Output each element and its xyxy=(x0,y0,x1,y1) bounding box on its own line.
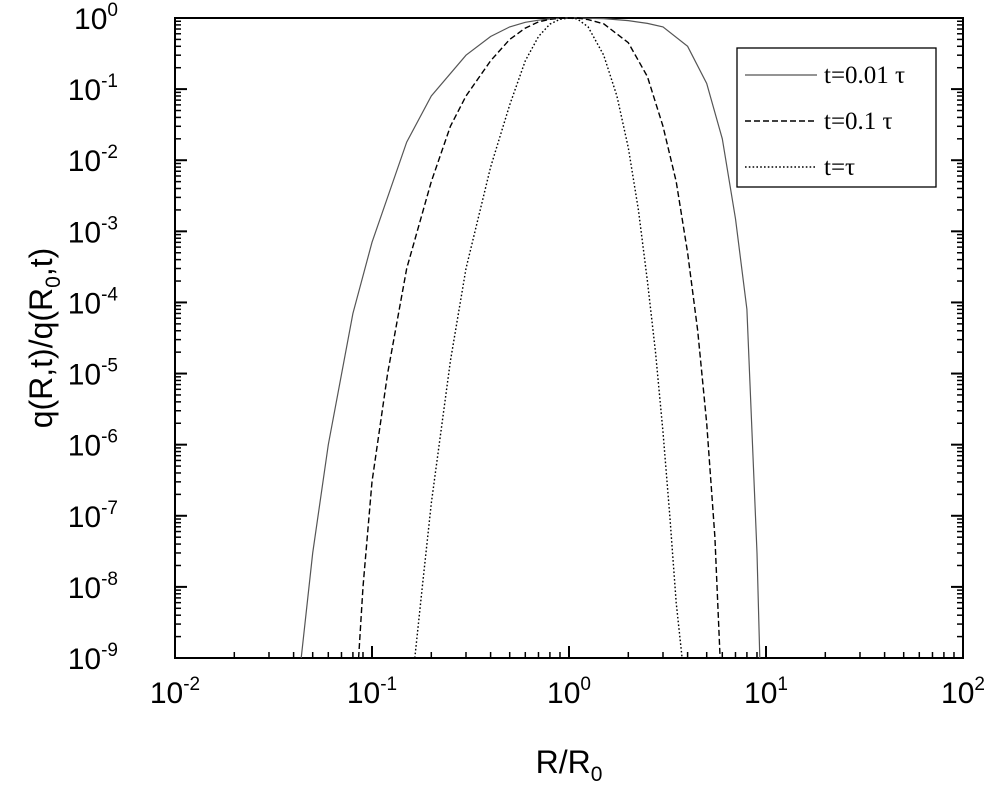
y-tick-label: 10-7 xyxy=(68,498,118,534)
series-line-2 xyxy=(357,17,721,659)
legend-label-2: t=0.1 τ xyxy=(824,108,893,135)
x-axis-ticks: 10-2 10-1 100 101 102 xyxy=(150,646,985,710)
series-line-1 xyxy=(300,17,761,659)
legend-label-1: t=0.01 τ xyxy=(824,62,905,89)
y-axis-ticks: 10-9 10-8 10-7 10-6 10-5 10-4 10-3 10-2 10-1 100 xyxy=(68,0,963,676)
legend: t=0.01 τ t=0.1 τ t=τ xyxy=(736,47,937,188)
y-tick-label: 10-6 xyxy=(68,427,118,463)
y-tick-label: 10-2 xyxy=(68,142,118,178)
series-layer xyxy=(300,17,761,659)
legend-box xyxy=(736,47,937,188)
y-tick-label: 10-9 xyxy=(68,640,118,676)
y-axis-title: q(R,t)/q(R0,t) xyxy=(23,248,65,429)
y-tick-label: 10-8 xyxy=(68,569,118,605)
y-tick-label: 10-5 xyxy=(68,356,118,392)
y-tick-label: 10-1 xyxy=(68,71,118,107)
y-tick-label: 10-4 xyxy=(68,284,119,320)
x-axis-title: R/R0 xyxy=(536,744,603,786)
x-tick-label: 102 xyxy=(941,674,985,710)
x-tick-label: 101 xyxy=(744,674,788,710)
x-tick-label: 100 xyxy=(547,674,591,710)
series-line-3 xyxy=(414,17,683,659)
legend-label-3: t=τ xyxy=(824,154,855,181)
y-tick-label: 100 xyxy=(74,0,118,36)
x-tick-label: 10-2 xyxy=(150,674,200,710)
x-tick-label: 10-1 xyxy=(347,674,397,710)
y-tick-label: 10-3 xyxy=(68,213,118,249)
